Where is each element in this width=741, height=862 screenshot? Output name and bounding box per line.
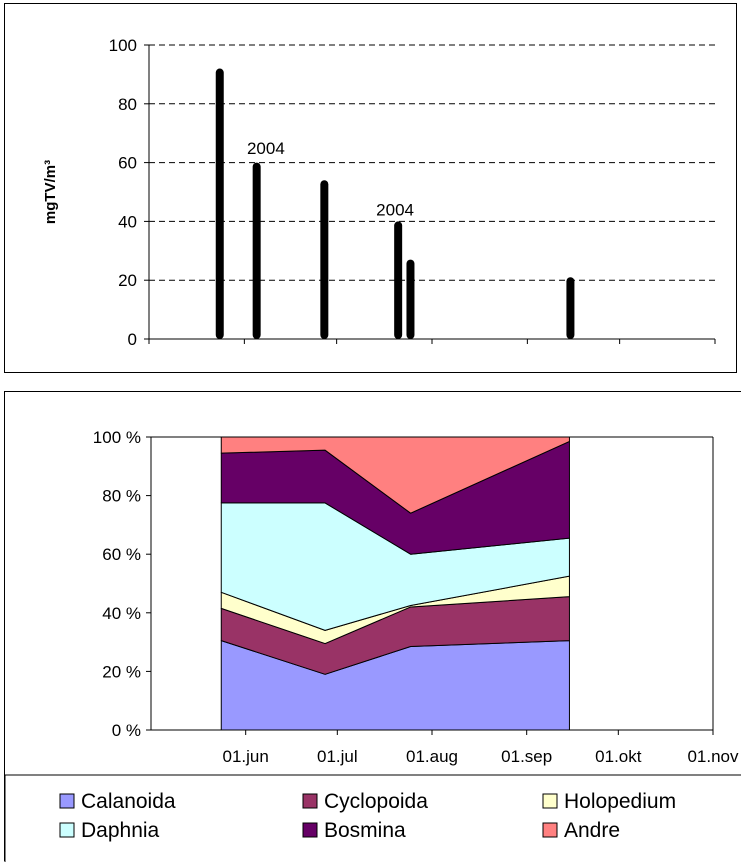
y-tick-label: 40 xyxy=(118,212,137,231)
bar xyxy=(406,259,415,339)
annotation-label: 2004 xyxy=(376,201,414,220)
legend-label: Cyclopoida xyxy=(324,790,428,813)
y-tick-label: 60 xyxy=(118,154,137,173)
legend-swatch xyxy=(59,793,75,809)
legend-swatch xyxy=(302,793,318,809)
bar xyxy=(394,221,403,339)
legend-label: Daphnia xyxy=(81,819,160,842)
bar xyxy=(252,162,261,339)
legend-box xyxy=(4,774,741,862)
y-tick-label: 80 xyxy=(118,95,137,114)
legend-swatch xyxy=(302,822,318,838)
legend-label: Calanoida xyxy=(81,790,176,813)
legend-label: Holopedium xyxy=(564,790,676,813)
bar xyxy=(215,68,224,340)
x-tick-label: 01.aug xyxy=(406,747,458,766)
top-bar-chart: 0 20 40 60 80 100 mgTV/m³ 2004 2004 xyxy=(42,36,716,349)
legend-label: Bosmina xyxy=(324,819,406,842)
bottom-area-chart: 0 % 20 % 40 % 60 % 80 % 100 % 01.jun 01.jul 01.a… xyxy=(4,428,741,862)
x-tick-label: 01.jun xyxy=(223,747,269,766)
legend-swatch xyxy=(542,822,558,838)
legend-swatch xyxy=(542,793,558,809)
annotation-label: 2004 xyxy=(247,139,285,158)
y-tick-label: 20 % xyxy=(102,662,141,681)
x-tick-label: 01.sep xyxy=(501,747,552,766)
bar xyxy=(320,180,329,339)
legend-label: Andre xyxy=(564,819,620,842)
legend-swatch xyxy=(59,822,75,838)
x-tick-label: 01.jul xyxy=(317,747,358,766)
y-tick-label: 100 xyxy=(109,36,137,55)
x-tick-label: 01.nov xyxy=(687,747,739,766)
bar xyxy=(566,277,575,339)
y-axis-title: mgTV/m³ xyxy=(42,160,59,224)
y-tick-label: 0 % xyxy=(112,721,141,740)
bottom-chart-frame: 0 % 20 % 40 % 60 % 80 % 100 % 01.jun 01.jul 01.a… xyxy=(4,391,741,862)
y-tick-label: 0 xyxy=(128,330,137,349)
y-tick-label: 40 % xyxy=(102,604,141,623)
y-tick-label: 100 % xyxy=(93,428,141,447)
x-tick-label: 01.okt xyxy=(595,747,642,766)
y-tick-label: 80 % xyxy=(102,487,141,506)
y-tick-label: 60 % xyxy=(102,545,141,564)
y-tick-label: 20 xyxy=(118,271,137,290)
top-chart-frame: 0 20 40 60 80 100 mgTV/m³ 2004 2004 xyxy=(4,3,737,373)
